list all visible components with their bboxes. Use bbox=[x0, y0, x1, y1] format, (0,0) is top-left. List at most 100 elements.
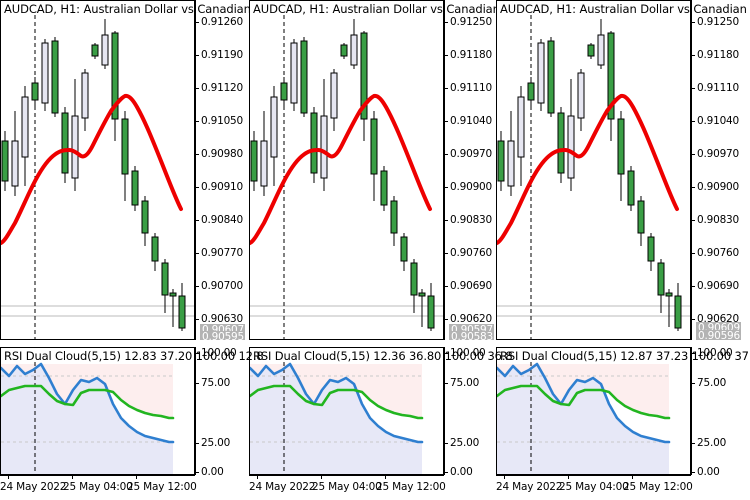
chart-panel-1[interactable]: AUDCAD, H1: Australian Dollar vs Canadia… bbox=[0, 0, 264, 500]
price-axis-2: 0.91250 0.91180 0.91110 0.91040 0.90970 … bbox=[444, 0, 494, 340]
indicator-chart-3[interactable]: RSI Dual Cloud(5,15) 12.87 37.23 100.00 … bbox=[496, 347, 750, 475]
rsi-cloud-lower-1 bbox=[1, 364, 173, 474]
price-tick-label: 0.91050 bbox=[201, 115, 244, 127]
price-tick-label: 0.90760 bbox=[450, 247, 493, 259]
indicator-label-2: RSI Dual Cloud(5,15) 12.36 36.80 100.00 … bbox=[253, 349, 513, 363]
price-axis-3: 0.91250 0.91180 0.91110 0.91040 0.90970 … bbox=[691, 0, 741, 340]
rsi-tick-label: 75.00 bbox=[450, 377, 480, 389]
rsi-tick-label: 100.00 bbox=[450, 347, 486, 359]
price-tick-label: 0.91180 bbox=[450, 49, 493, 61]
price-tick-label: 0.90840 bbox=[201, 214, 244, 226]
rsi-tick-label: 25.00 bbox=[697, 437, 727, 449]
price-tick-label: 0.91120 bbox=[201, 82, 244, 94]
indicator-axis-1: 100.00 75.00 25.00 0.00 bbox=[195, 347, 245, 478]
rsi-slow-line-2 bbox=[250, 384, 424, 420]
price-tick-label: 0.90770 bbox=[201, 247, 244, 259]
chart-title-2: AUDCAD, H1: Australian Dollar vs Canadia… bbox=[253, 2, 500, 16]
price-tick-label: 0.91110 bbox=[450, 82, 493, 94]
time-label: 25 May 12:00 bbox=[376, 481, 446, 493]
indicator-axis-3: 100.00 75.00 25.00 0.00 bbox=[691, 347, 741, 478]
price-chart-2[interactable]: AUDCAD, H1: Australian Dollar vs Canadia… bbox=[249, 0, 500, 340]
rsi-tick-label: 75.00 bbox=[201, 377, 231, 389]
rsi-cloud-lower-3 bbox=[497, 364, 669, 474]
price-tick-label: 0.90760 bbox=[697, 247, 740, 259]
rsi-slow-line-3 bbox=[497, 384, 671, 420]
time-label: 25 May 04:00 bbox=[312, 481, 382, 493]
price-tick-label: 0.91180 bbox=[697, 49, 740, 61]
moving-average-line-1 bbox=[1, 93, 183, 245]
rsi-fast-line-2 bbox=[250, 362, 424, 444]
price-tick-label: 0.91260 bbox=[201, 16, 244, 28]
rsi-tick-label: 25.00 bbox=[450, 437, 480, 449]
price-tick-label: 0.90630 bbox=[201, 313, 244, 325]
indicator-axis-2: 100.00 75.00 25.00 0.00 bbox=[444, 347, 494, 478]
rsi-tick-label: 100.00 bbox=[697, 347, 733, 359]
time-label: 25 May 04:00 bbox=[559, 481, 629, 493]
chart-panel-3[interactable]: AUDCAD, H1: Australian Dollar vs Canadia… bbox=[496, 0, 750, 500]
chart-title-3: AUDCAD, H1: Australian Dollar vs Canadia… bbox=[500, 2, 747, 16]
chart-panel-2[interactable]: AUDCAD, H1: Australian Dollar vs Canadia… bbox=[249, 0, 513, 500]
time-label: 24 May 2022 bbox=[0, 481, 67, 493]
price-tick-label: 0.90900 bbox=[450, 181, 493, 193]
price-tick-label: 0.90970 bbox=[450, 148, 493, 160]
price-tick-label: 0.91190 bbox=[201, 49, 244, 61]
horizontal-level-lines-3 bbox=[497, 305, 690, 317]
price-tick-label: 0.90830 bbox=[697, 214, 740, 226]
price-tick-label: 0.90900 bbox=[697, 181, 740, 193]
price-badge-last: 0.90583 bbox=[449, 331, 494, 340]
price-plot-svg-3 bbox=[497, 15, 690, 339]
rsi-fast-line-1 bbox=[1, 362, 175, 444]
price-tick-label: 0.91110 bbox=[697, 82, 740, 94]
price-tick-label: 0.90980 bbox=[201, 148, 244, 160]
price-plot-svg-1 bbox=[1, 15, 194, 339]
time-axis-2: 24 May 2022 25 May 04:00 25 May 12:00 bbox=[249, 475, 446, 500]
price-plot-svg-2 bbox=[250, 15, 443, 339]
candles-2 bbox=[250, 19, 435, 331]
rsi-cloud-lower-2 bbox=[250, 364, 422, 474]
indicator-label-1: RSI Dual Cloud(5,15) 12.83 37.20 100.00 … bbox=[4, 349, 264, 363]
time-axis-1: 24 May 2022 25 May 04:00 25 May 12:00 bbox=[0, 475, 197, 500]
rsi-plot-svg-3 bbox=[497, 362, 671, 474]
price-axis-line-1 bbox=[195, 0, 196, 340]
rsi-tick-label: 25.00 bbox=[201, 437, 231, 449]
price-tick-label: 0.91040 bbox=[697, 115, 740, 127]
chart-title-1: AUDCAD, H1: Australian Dollar vs Canadia… bbox=[4, 2, 251, 16]
price-badge-last: 0.90596 bbox=[696, 330, 741, 340]
price-tick-label: 0.90690 bbox=[450, 280, 493, 292]
indicator-chart-1[interactable]: RSI Dual Cloud(5,15) 12.83 37.20 100.00 … bbox=[0, 347, 264, 475]
time-label: 25 May 12:00 bbox=[127, 481, 197, 493]
indicator-chart-2[interactable]: RSI Dual Cloud(5,15) 12.36 36.80 100.00 … bbox=[249, 347, 513, 475]
time-label: 24 May 2022 bbox=[249, 481, 316, 493]
moving-average-line-3 bbox=[497, 93, 679, 245]
rsi-tick-label: 0.00 bbox=[201, 466, 224, 478]
rsi-tick-label: 75.00 bbox=[697, 377, 727, 389]
candles-1 bbox=[1, 19, 186, 331]
rsi-tick-label: 0.00 bbox=[697, 466, 720, 478]
rsi-tick-label: 0.00 bbox=[450, 466, 473, 478]
price-chart-3[interactable]: AUDCAD, H1: Australian Dollar vs Canadia… bbox=[496, 0, 747, 340]
price-tick-label: 0.90970 bbox=[697, 148, 740, 160]
time-label: 25 May 04:00 bbox=[63, 481, 133, 493]
rsi-plot-svg-1 bbox=[1, 362, 175, 474]
price-chart-1[interactable]: AUDCAD, H1: Australian Dollar vs Canadia… bbox=[0, 0, 251, 340]
rsi-fast-line-3 bbox=[497, 362, 671, 444]
price-tick-label: 0.90690 bbox=[697, 280, 740, 292]
indicator-label-3: RSI Dual Cloud(5,15) 12.87 37.23 100.00 … bbox=[500, 349, 750, 363]
price-badge-last: 0.90595 bbox=[200, 331, 245, 340]
time-axis-3: 24 May 2022 25 May 04:00 25 May 12:00 bbox=[496, 475, 693, 500]
price-tick-label: 0.91250 bbox=[450, 16, 493, 28]
rsi-tick-label: 100.00 bbox=[201, 347, 237, 359]
rsi-slow-line-1 bbox=[1, 384, 175, 420]
price-axis-1: 0.91260 0.91190 0.91120 0.91050 0.90980 … bbox=[195, 0, 245, 340]
price-tick-label: 0.90910 bbox=[201, 181, 244, 193]
price-tick-label: 0.91250 bbox=[697, 16, 740, 28]
horizontal-level-lines-1 bbox=[1, 305, 194, 317]
price-tick-label: 0.90830 bbox=[450, 214, 493, 226]
time-label: 25 May 12:00 bbox=[623, 481, 693, 493]
price-tick-label: 0.90700 bbox=[201, 280, 244, 292]
horizontal-level-lines-2 bbox=[250, 305, 443, 317]
moving-average-line-2 bbox=[250, 93, 432, 245]
price-tick-label: 0.91040 bbox=[450, 115, 493, 127]
price-tick-label: 0.90620 bbox=[450, 313, 493, 325]
